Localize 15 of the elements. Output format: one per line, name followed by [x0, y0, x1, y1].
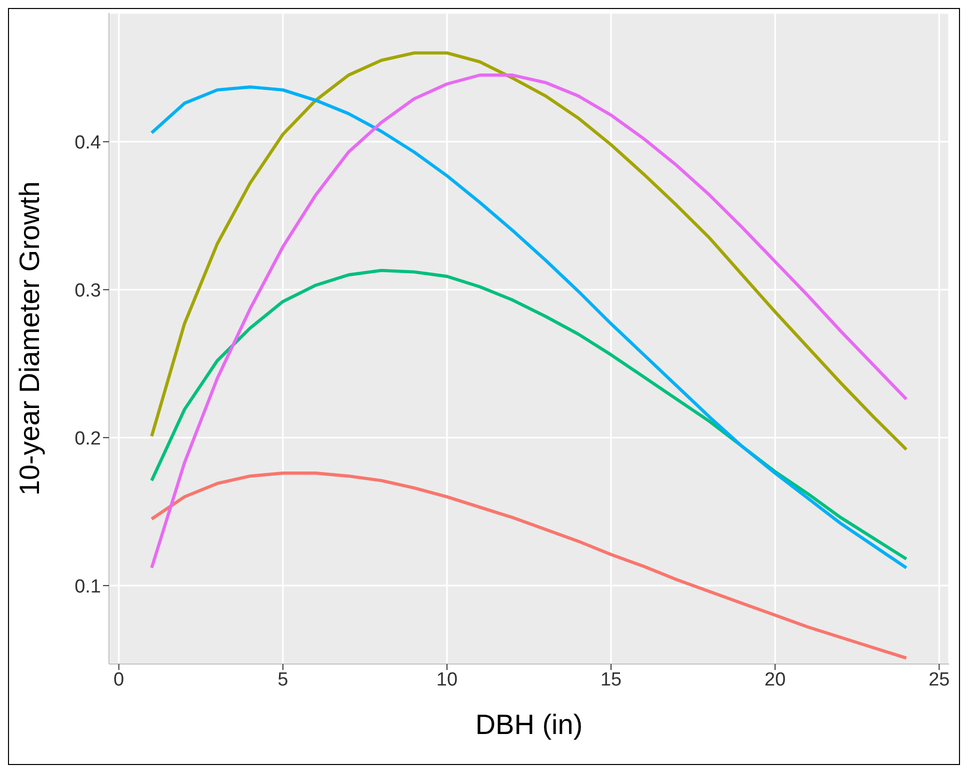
y-tick-label: 0.3 — [74, 280, 101, 302]
line-series — [150, 268, 908, 561]
line-series — [150, 51, 908, 452]
x-tick-label: 10 — [436, 669, 458, 690]
x-tick-label: 0 — [114, 669, 124, 690]
line-series — [150, 472, 908, 660]
y-axis-title: 10-year Diameter Growth — [14, 181, 45, 496]
x-tick-label: 25 — [928, 669, 950, 690]
x-tick-label: 15 — [600, 669, 622, 690]
x-tick-label: 20 — [764, 669, 786, 690]
y-tick-label: 0.1 — [74, 576, 101, 598]
y-tick-label: 0.2 — [74, 428, 101, 450]
x-axis-title: DBH (in) — [475, 709, 583, 740]
x-tick-label: 5 — [278, 669, 288, 690]
y-tick-label: 0.4 — [74, 132, 102, 154]
